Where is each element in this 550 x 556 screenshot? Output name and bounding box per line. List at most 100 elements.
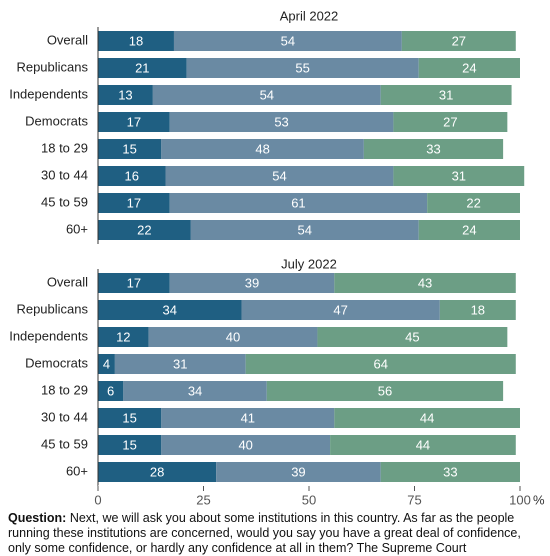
bar-segment xyxy=(401,31,516,51)
bar-segment xyxy=(98,408,162,428)
bar-segment xyxy=(169,112,394,132)
value-label: 17 xyxy=(127,275,141,290)
value-label: 28 xyxy=(150,464,164,479)
bar-segment xyxy=(216,462,381,482)
category-label: Overall xyxy=(47,32,88,47)
value-label: 15 xyxy=(122,141,136,156)
x-tick-label: 0 xyxy=(94,492,101,507)
category-label: Democrats xyxy=(25,355,88,370)
value-label: 17 xyxy=(127,195,141,210)
bar-segment xyxy=(98,220,191,240)
value-label: 13 xyxy=(118,87,132,102)
x-tick-label: 25 xyxy=(196,492,210,507)
bar-segment xyxy=(98,112,170,132)
bar-segment xyxy=(161,435,331,455)
value-label: 33 xyxy=(443,464,457,479)
bar-segment xyxy=(393,112,508,132)
value-label: 39 xyxy=(245,275,259,290)
value-label: 44 xyxy=(416,437,430,452)
category-label: Republicans xyxy=(16,301,88,316)
value-label: 39 xyxy=(291,464,305,479)
value-label: 43 xyxy=(418,275,432,290)
bar-segment xyxy=(439,300,516,320)
value-label: 27 xyxy=(443,114,457,129)
x-tick-label: 50 xyxy=(302,492,316,507)
bar-segment xyxy=(98,193,170,213)
bar-segment xyxy=(334,273,516,293)
bar-segment xyxy=(241,300,440,320)
bar-segment xyxy=(190,220,419,240)
value-label: 6 xyxy=(107,383,114,398)
category-label: 30 to 44 xyxy=(41,409,88,424)
value-label: 45 xyxy=(405,329,419,344)
value-label: 31 xyxy=(173,356,187,371)
bar-segment xyxy=(169,273,335,293)
value-label: 47 xyxy=(333,302,347,317)
bar-segment xyxy=(114,354,246,374)
bar-segment xyxy=(123,381,267,401)
chart: April 2022 Overall 18 54 27 Republicans 21 55 24… xyxy=(9,8,545,507)
value-label: 17 xyxy=(127,114,141,129)
value-label: 41 xyxy=(241,410,255,425)
category-label: Republicans xyxy=(16,59,88,74)
value-label: 22 xyxy=(466,195,480,210)
bar-segment xyxy=(266,381,504,401)
category-label: 45 to 59 xyxy=(41,436,88,451)
panel-title: July 2022 xyxy=(281,256,337,271)
bar-segment xyxy=(317,327,508,347)
footnote-text: Next, we will ask you about some institu… xyxy=(8,511,521,555)
category-label: 60+ xyxy=(66,463,88,478)
value-label: 15 xyxy=(122,437,136,452)
value-label: 21 xyxy=(135,60,149,75)
value-label: 54 xyxy=(260,87,274,102)
category-label: 45 to 59 xyxy=(41,194,88,209)
bar-segment xyxy=(418,58,520,78)
value-label: 12 xyxy=(116,329,130,344)
bar-segment xyxy=(152,85,381,105)
value-label: 33 xyxy=(426,141,440,156)
value-label: 16 xyxy=(125,168,139,183)
bar-segment xyxy=(380,462,520,482)
value-label: 64 xyxy=(374,356,388,371)
bar-segment xyxy=(330,435,516,455)
footnote-label: Question: xyxy=(8,511,67,525)
category-label: Independents xyxy=(9,328,88,343)
category-label: Overall xyxy=(47,274,88,289)
x-tick-label: 75 xyxy=(407,492,421,507)
bar-segment xyxy=(98,462,217,482)
bar-segment xyxy=(98,327,149,347)
bar-segment xyxy=(161,408,335,428)
category-label: Democrats xyxy=(25,113,88,128)
bar-segment xyxy=(98,300,242,320)
bar-segment xyxy=(98,166,166,186)
value-label: 34 xyxy=(188,383,202,398)
bar-segment xyxy=(245,354,516,374)
bar-segment xyxy=(169,193,428,213)
value-label: 24 xyxy=(462,60,476,75)
value-label: 56 xyxy=(378,383,392,398)
bar-segment xyxy=(334,408,520,428)
x-unit-label: % xyxy=(533,492,545,507)
footnote: Question: Next, we will ask you about so… xyxy=(8,511,546,556)
bar-segment xyxy=(380,85,512,105)
bar-segment xyxy=(98,435,162,455)
bar-segment xyxy=(98,354,115,374)
bar-segment xyxy=(148,327,318,347)
bar-segment xyxy=(98,58,187,78)
bar-segment xyxy=(418,220,520,240)
value-label: 18 xyxy=(471,302,485,317)
bar-segment xyxy=(186,58,419,78)
value-label: 27 xyxy=(452,33,466,48)
category-label: Independents xyxy=(9,86,88,101)
value-label: 54 xyxy=(281,33,295,48)
value-label: 22 xyxy=(137,222,151,237)
value-label: 24 xyxy=(462,222,476,237)
value-label: 18 xyxy=(129,33,143,48)
category-label: 60+ xyxy=(66,221,88,236)
bar-segment xyxy=(98,139,162,159)
value-label: 40 xyxy=(226,329,240,344)
bar-segment xyxy=(173,31,402,51)
value-label: 61 xyxy=(291,195,305,210)
bar-segment xyxy=(98,85,153,105)
